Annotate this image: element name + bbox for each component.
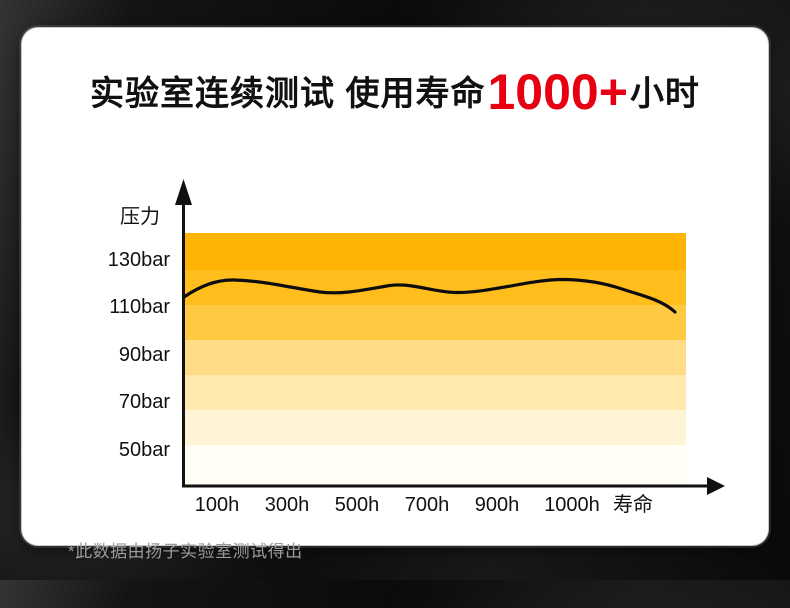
x-tick-1000h: 1000h (544, 494, 600, 516)
band-130bar (183, 233, 686, 270)
y-tick-70bar: 70bar (118, 391, 170, 413)
content-card: 实验室连续测试 使用寿命1000+小时 压力 130bar 110bar 90b… (22, 28, 768, 561)
band-120bar (183, 270, 686, 305)
band-60bar (183, 410, 686, 445)
band-70bar (183, 375, 686, 410)
x-tick-500h: 500h (334, 494, 380, 516)
title-text-right: 小时 (629, 75, 700, 113)
page-title: 实验室连续测试 使用寿命1000+小时 (22, 66, 768, 117)
band-50bar (183, 445, 686, 486)
chart-plot-area (183, 233, 686, 486)
title-highlight-1000plus: 1000+ (487, 64, 628, 120)
x-tick-100h: 100h (194, 494, 240, 516)
x-tick-300h: 300h (264, 494, 310, 516)
footnote-disclaimer: *此数据由扬子实验室测试得出 (68, 542, 303, 561)
title-text-left: 实验室连续测试 使用寿命 (90, 75, 486, 113)
x-tick-900h: 900h (474, 494, 520, 516)
y-tick-110bar: 110bar (109, 296, 170, 318)
y-axis-arrow-icon (175, 179, 192, 205)
x-tick-700h: 700h (404, 494, 450, 516)
y-tick-50bar: 50bar (118, 439, 170, 461)
y-axis-title: 压力 (120, 206, 160, 228)
band-90bar (183, 340, 686, 375)
x-axis-arrow-icon (707, 477, 725, 495)
band-100bar (183, 305, 686, 340)
x-tick-lifespan: 寿命 (613, 494, 653, 516)
y-tick-130bar: 130bar (107, 249, 170, 271)
y-tick-90bar: 90bar (118, 344, 170, 366)
